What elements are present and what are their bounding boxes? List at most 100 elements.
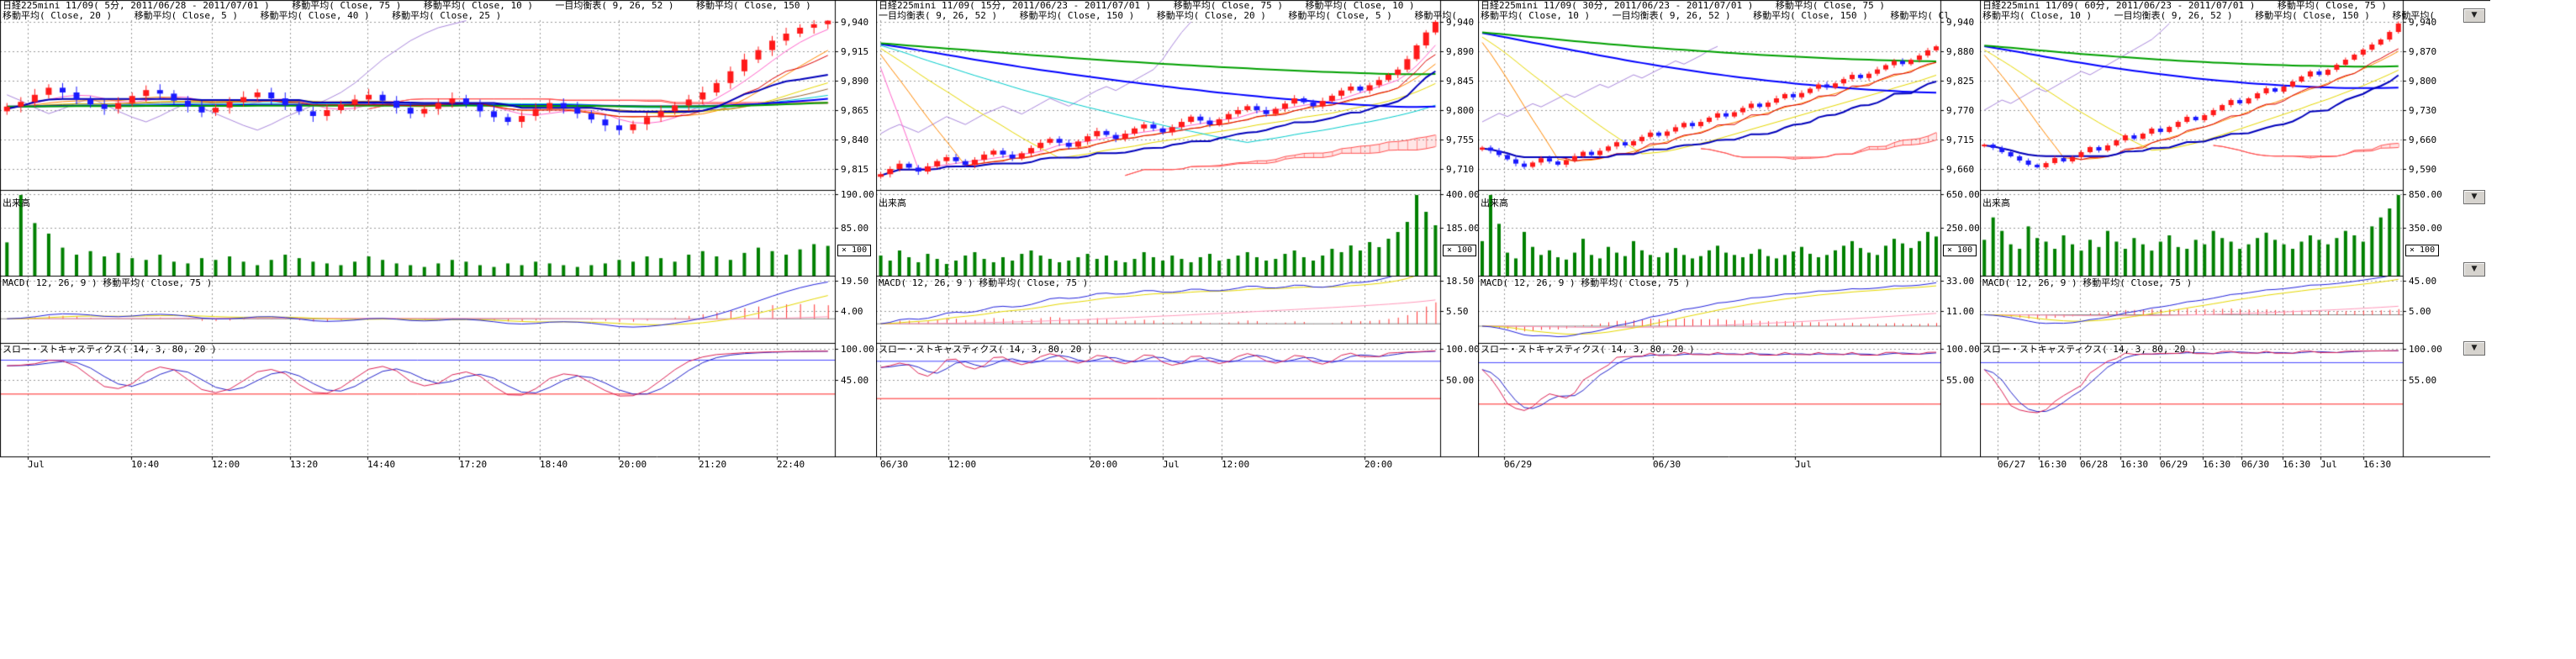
panel-header-line2: 移動平均( Close, 10 ) 一目均衡表( 9, 26, 52 ) 移動平… xyxy=(1982,10,2435,21)
macd-section-label: MACD( 12, 26, 9 ) 移動平均( Close, 75 ) xyxy=(879,277,1089,288)
y-axis-label-volume: 650.00 xyxy=(1946,189,1980,200)
y-axis-label-stoch: 55.00 xyxy=(2409,375,2437,386)
x-axis-label: Jul xyxy=(28,459,45,470)
panel-header-line2: 移動平均( Close, 10 ) 一目均衡表( 9, 26, 52 ) 移動平… xyxy=(1481,10,1950,21)
y-axis-label-macd: 18.50 xyxy=(1446,276,1475,287)
y-axis-label-main: 9,940 xyxy=(841,17,869,28)
x-axis-label: 14:40 xyxy=(367,459,396,470)
y-axis-label-main: 9,755 xyxy=(1446,134,1475,145)
panel-header-line2: 移動平均( Close, 20 ) 移動平均( Close, 5 ) 移動平均(… xyxy=(3,10,502,21)
x-axis-label: 18:40 xyxy=(540,459,568,470)
y-axis-label-stoch: 100.00 xyxy=(1946,344,1980,355)
volume-section-label: 出来高 xyxy=(3,198,30,208)
y-axis-label-macd: 11.00 xyxy=(1946,306,1975,317)
x-axis-label: 20:00 xyxy=(1090,459,1118,470)
y-axis-label-main: 9,825 xyxy=(1946,76,1975,87)
panel-header-line1: 日経225mini 11/09( 60分, 2011/06/23 - 2011/… xyxy=(1982,0,2387,11)
volume-multiplier-badge: × 100 xyxy=(837,245,872,256)
y-axis-label-main: 9,870 xyxy=(2409,46,2437,57)
y-axis-label-macd: 4.00 xyxy=(841,306,863,317)
y-axis-label-volume: 250.00 xyxy=(1946,223,1980,234)
y-axis-label-main: 9,840 xyxy=(841,134,869,145)
stoch-section-label: スロー・ストキャスティクス( 14, 3, 80, 20 ) xyxy=(1982,344,2197,355)
volume-section-label: 出来高 xyxy=(1982,198,2010,208)
chart-grid: 日経225mini 11/09( 5分, 2011/06/28 - 2011/0… xyxy=(0,0,2490,475)
panel-header-line1: 日経225mini 11/09( 15分, 2011/06/23 - 2011/… xyxy=(879,0,1415,11)
y-axis-label-volume: 850.00 xyxy=(2409,189,2442,200)
x-axis-label: 06/29 xyxy=(2160,459,2188,470)
y-axis-label-stoch: 50.00 xyxy=(1446,375,1475,386)
macd-section-label: MACD( 12, 26, 9 ) 移動平均( Close, 75 ) xyxy=(1481,277,1691,288)
y-axis-label-stoch: 100.00 xyxy=(1446,344,1478,355)
x-axis-label: 06/28 xyxy=(2080,459,2109,470)
chart-panel-30min: 日経225mini 11/09( 30分, 2011/06/23 - 2011/… xyxy=(1478,0,1980,475)
y-axis-label-stoch: 100.00 xyxy=(2409,344,2442,355)
x-axis-label: 20:00 xyxy=(619,459,647,470)
chart-panel-5min: 日経225mini 11/09( 5分, 2011/06/28 - 2011/0… xyxy=(0,0,876,475)
panel-header-line1: 日経225mini 11/09( 30分, 2011/06/23 - 2011/… xyxy=(1481,0,1885,11)
x-axis-label: 16:30 xyxy=(2039,459,2067,470)
x-axis-label: Jul xyxy=(2320,459,2337,470)
y-axis-label-volume: 185.00 xyxy=(1446,223,1478,234)
chevron-down-icon[interactable]: ▼ xyxy=(2463,190,2485,204)
x-axis-label: 06/27 xyxy=(1998,459,2026,470)
x-axis-label: 22:40 xyxy=(777,459,805,470)
price-chart-canvas[interactable] xyxy=(876,0,1478,475)
x-axis-label: 12:00 xyxy=(1222,459,1250,470)
price-chart-canvas[interactable] xyxy=(1478,0,1980,475)
y-axis-label-stoch: 55.00 xyxy=(1946,375,1975,386)
y-axis-label-main: 9,890 xyxy=(1446,46,1475,57)
y-axis-label-main: 9,815 xyxy=(841,164,869,175)
y-axis-label-volume: 85.00 xyxy=(841,223,869,234)
y-axis-label-volume: 350.00 xyxy=(2409,223,2442,234)
x-axis-label: 06/30 xyxy=(2241,459,2270,470)
x-axis-label: 10:40 xyxy=(131,459,160,470)
y-axis-label-main: 9,940 xyxy=(1446,17,1475,28)
x-axis-label: 13:20 xyxy=(290,459,319,470)
x-axis-label: 16:30 xyxy=(2283,459,2311,470)
y-axis-label-main: 9,710 xyxy=(1446,164,1475,175)
y-axis-label-macd: 5.50 xyxy=(1446,306,1469,317)
y-axis-label-main: 9,800 xyxy=(2409,76,2437,87)
y-axis-label-stoch: 100.00 xyxy=(841,344,874,355)
chevron-down-icon[interactable]: ▼ xyxy=(2463,8,2485,23)
y-axis-label-main: 9,865 xyxy=(841,105,869,116)
chart-panel-60min: 日経225mini 11/09( 60分, 2011/06/23 - 2011/… xyxy=(1980,0,2490,475)
y-axis-label-main: 9,880 xyxy=(1946,46,1975,57)
y-axis-label-macd: 45.00 xyxy=(2409,276,2437,287)
macd-section-label: MACD( 12, 26, 9 ) 移動平均( Close, 75 ) xyxy=(3,277,213,288)
x-axis-label: 06/30 xyxy=(880,459,909,470)
volume-section-label: 出来高 xyxy=(1481,198,1508,208)
chevron-down-icon[interactable]: ▼ xyxy=(2463,262,2485,277)
x-axis-label: 16:30 xyxy=(2120,459,2149,470)
price-chart-canvas[interactable] xyxy=(1980,0,2490,475)
volume-multiplier-badge: × 100 xyxy=(2405,245,2440,256)
x-axis-label: 17:20 xyxy=(459,459,488,470)
x-axis-label: 06/29 xyxy=(1504,459,1533,470)
volume-section-label: 出来高 xyxy=(879,198,906,208)
panel-header-line2: 一目均衡表( 9, 26, 52 ) 移動平均( Close, 150 ) 移動… xyxy=(879,10,1457,21)
price-chart-canvas[interactable] xyxy=(0,0,876,475)
y-axis-label-volume: 400.00 xyxy=(1446,189,1478,200)
stoch-section-label: スロー・ストキャスティクス( 14, 3, 80, 20 ) xyxy=(879,344,1093,355)
y-axis-label-macd: 19.50 xyxy=(841,276,869,287)
y-axis-label-volume: 190.00 xyxy=(841,189,874,200)
stoch-section-label: スロー・ストキャスティクス( 14, 3, 80, 20 ) xyxy=(3,344,217,355)
y-axis-label-main: 9,730 xyxy=(2409,105,2437,116)
chart-panel-15min: 日経225mini 11/09( 15分, 2011/06/23 - 2011/… xyxy=(876,0,1478,475)
y-axis-label-main: 9,915 xyxy=(841,46,869,57)
x-axis-label: 20:00 xyxy=(1365,459,1393,470)
chevron-down-icon[interactable]: ▼ xyxy=(2463,341,2485,356)
y-axis-label-main: 9,845 xyxy=(1446,76,1475,87)
y-axis-label-main: 9,800 xyxy=(1446,105,1475,116)
y-axis-label-main: 9,590 xyxy=(2409,164,2437,175)
y-axis-label-macd: 33.00 xyxy=(1946,276,1975,287)
panel-header-line1: 日経225mini 11/09( 5分, 2011/06/28 - 2011/0… xyxy=(3,0,811,11)
y-axis-label-stoch: 45.00 xyxy=(841,375,869,386)
x-axis-label: 16:30 xyxy=(2203,459,2231,470)
y-axis-label-main: 9,940 xyxy=(2409,17,2437,28)
y-axis-label-macd: 5.00 xyxy=(2409,306,2431,317)
volume-multiplier-badge: × 100 xyxy=(1943,245,1977,256)
y-axis-label-main: 9,715 xyxy=(1946,134,1975,145)
stoch-section-label: スロー・ストキャスティクス( 14, 3, 80, 20 ) xyxy=(1481,344,1695,355)
